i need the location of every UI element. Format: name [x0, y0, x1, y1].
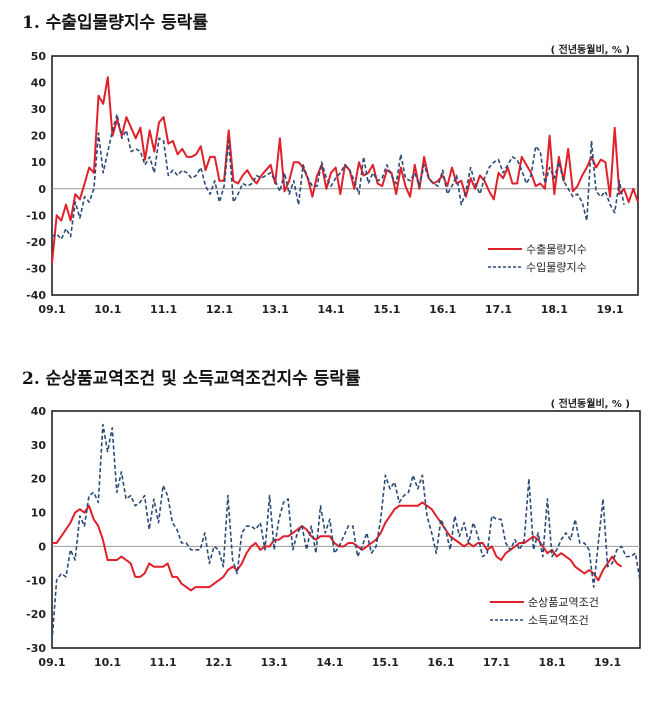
y-tick-label: 50: [31, 50, 47, 63]
y-tick-label: 40: [31, 405, 47, 418]
chart2-unit-label: ( 전년동월비, % ): [550, 399, 630, 410]
y-tick-label: 30: [31, 103, 47, 116]
y-tick-label: 20: [31, 473, 47, 486]
x-tick-label: 11.1: [150, 656, 177, 669]
x-tick-label: 09.1: [38, 656, 65, 669]
series-line-0: [52, 501, 623, 592]
x-tick-label: 16.1: [429, 303, 456, 316]
y-tick-label: -30: [26, 262, 46, 275]
x-tick-label: 09.1: [38, 303, 65, 316]
chart2-title: 2. 순상품교역조건 및 소득교역조건지수 등락률: [22, 369, 361, 389]
x-tick-label: 18.1: [541, 303, 568, 316]
x-tick-label: 10.1: [94, 656, 121, 669]
chart1-title: 1. 수출입물량지수 등락률: [22, 13, 208, 33]
y-tick-label: -10: [26, 209, 46, 222]
x-tick-label: 16.1: [427, 656, 454, 669]
x-tick-label: 19.1: [594, 656, 621, 669]
x-tick-label: 19.1: [597, 303, 624, 316]
y-tick-label: -20: [26, 236, 46, 249]
x-tick-label: 15.1: [372, 656, 399, 669]
x-tick-label: 18.1: [538, 656, 565, 669]
x-tick-label: 12.1: [205, 656, 232, 669]
x-tick-label: 17.1: [485, 303, 512, 316]
x-tick-label: 15.1: [373, 303, 400, 316]
y-tick-label: -10: [26, 574, 46, 587]
y-tick-label: 40: [31, 77, 47, 90]
y-tick-label: 10: [31, 156, 47, 169]
chart1-unit-label: ( 전년동월비, % ): [550, 45, 630, 56]
x-tick-label: 13.1: [262, 303, 289, 316]
x-tick-label: 14.1: [316, 656, 343, 669]
legend-label-0: 수출물량지수: [526, 243, 587, 256]
x-tick-label: 13.1: [261, 656, 288, 669]
y-tick-label: 20: [31, 130, 47, 143]
x-tick-label: 14.1: [317, 303, 344, 316]
x-tick-label: 10.1: [94, 303, 121, 316]
y-tick-label: -20: [26, 608, 46, 621]
y-tick-label: 30: [31, 439, 47, 452]
y-tick-label: 0: [38, 540, 46, 553]
y-tick-label: 10: [31, 507, 47, 520]
x-tick-label: 17.1: [483, 656, 510, 669]
legend-label-1: 소득교역조건: [528, 614, 589, 627]
y-tick-label: 0: [38, 183, 46, 196]
x-tick-label: 12.1: [206, 303, 233, 316]
legend-label-0: 순상품교역조건: [528, 596, 599, 609]
y-tick-label: -40: [26, 289, 46, 302]
series-line-1: [51, 423, 641, 642]
x-tick-label: 11.1: [150, 303, 177, 316]
plot-frame: [51, 55, 639, 296]
y-tick-label: -30: [26, 642, 46, 655]
series-line-1: [51, 113, 625, 240]
plot-frame: [51, 410, 641, 649]
legend-label-1: 수입물량지수: [526, 261, 587, 274]
